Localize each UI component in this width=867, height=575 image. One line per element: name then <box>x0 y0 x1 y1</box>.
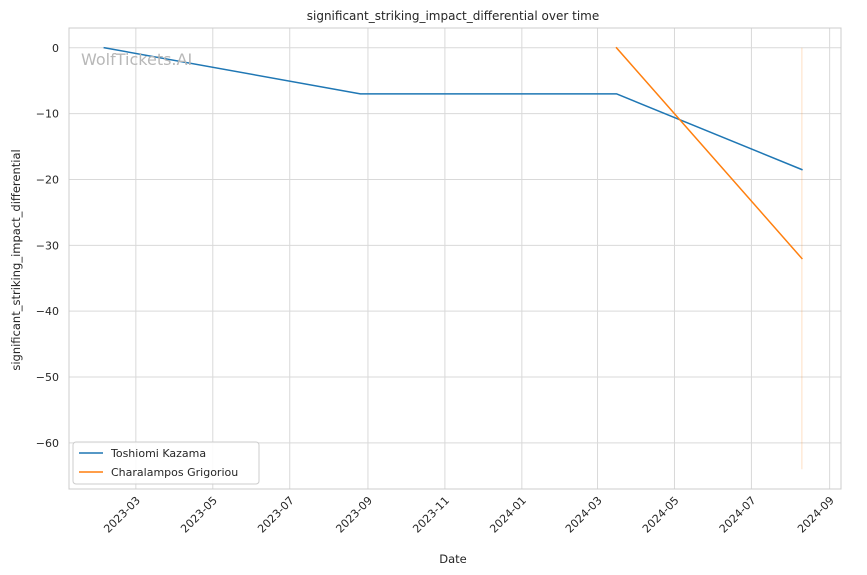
y-tick-label: −10 <box>36 108 59 121</box>
series-layer <box>103 46 803 470</box>
y-tick-label: −40 <box>36 305 59 318</box>
legend-label-0: Toshiomi Kazama <box>110 447 206 460</box>
y-tick-label: −20 <box>36 173 59 186</box>
y-tick-label: −60 <box>36 437 59 450</box>
x-axis-title: Date <box>439 552 467 566</box>
legend-box <box>72 441 260 485</box>
grid <box>69 28 841 489</box>
legend: Toshiomi Kazama Charalampos Grigoriou <box>72 441 260 485</box>
plot-area <box>68 27 842 490</box>
series-line-0 <box>103 46 803 171</box>
y-tick-label: 0 <box>52 42 59 55</box>
watermark-text: WolfTickets.AI <box>81 50 192 69</box>
y-tick-label: −30 <box>36 239 59 252</box>
series-line-1 <box>615 46 803 260</box>
y-tick-label: −50 <box>36 371 59 384</box>
y-axis-title: significant_striking_impact_differential <box>9 149 23 370</box>
chart-title: significant_striking_impact_differential… <box>307 9 599 23</box>
legend-label-1: Charalampos Grigoriou <box>111 466 238 479</box>
